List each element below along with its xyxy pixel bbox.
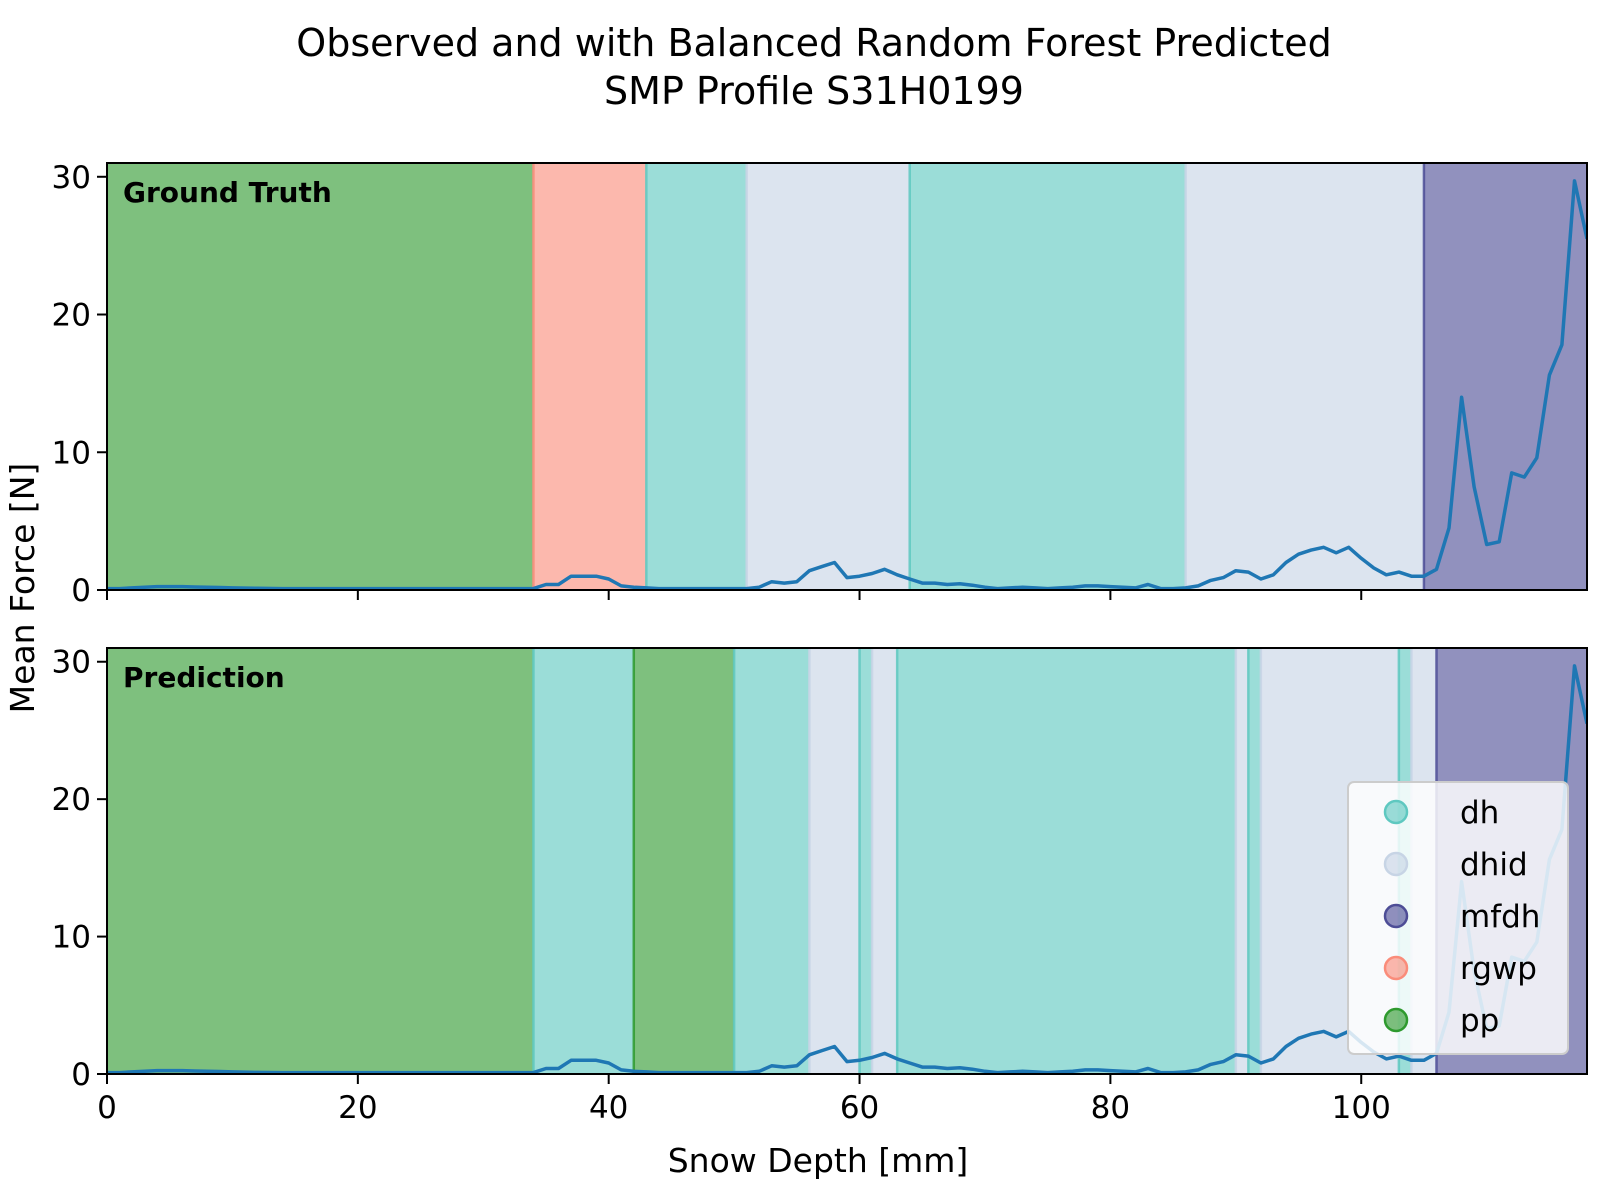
- segment-pp: [107, 648, 534, 1074]
- segment-dhid: [746, 163, 910, 590]
- segment-dh: [859, 648, 873, 1074]
- force-line: [107, 179, 1587, 590]
- segment-dh: [1248, 648, 1261, 1074]
- legend-frame: [1347, 781, 1569, 1055]
- segment-dhid: [1185, 163, 1424, 590]
- chart-title-line2: SMP Profile S31H0199: [604, 69, 1024, 113]
- segment-dh: [909, 163, 1186, 590]
- legend-marker-rgwp: [1383, 955, 1409, 981]
- legend-marker-dhid: [1383, 851, 1409, 877]
- x-tick-label: 60: [840, 1090, 879, 1126]
- x-axis-label: Snow Depth [mm]: [668, 1141, 969, 1180]
- y-axis-label: Mean Force [N]: [3, 463, 42, 714]
- x-tick-label: 20: [338, 1090, 377, 1126]
- legend-label-dh: dh: [1460, 795, 1499, 831]
- x-tick-label: 0: [97, 1090, 117, 1126]
- legend-label-mfdh: mfdh: [1460, 899, 1540, 935]
- legend-label-rgwp: rgwp: [1460, 951, 1537, 987]
- segment-dh: [646, 163, 747, 590]
- y-tick-label: 20: [52, 782, 91, 818]
- panel-frame: [106, 647, 1588, 1075]
- x-tick-label: 100: [1332, 1090, 1391, 1126]
- legend: dh dhid mfdh rgwp pp: [1347, 781, 1569, 1055]
- legend-marker-dh: [1383, 799, 1409, 825]
- segment-dhid: [1235, 648, 1249, 1074]
- legend-label-dhid: dhid: [1460, 847, 1528, 883]
- panel-label: Ground Truth: [123, 176, 332, 209]
- chart-title-line1: Observed and with Balanced Random Forest…: [296, 21, 1331, 65]
- y-tick-label: 0: [71, 573, 91, 609]
- y-tick-label: 20: [52, 298, 91, 334]
- segment-dh: [734, 648, 810, 1074]
- panel-label: Prediction: [123, 661, 285, 694]
- segment-pp: [633, 648, 735, 1074]
- segment-dh: [533, 648, 634, 1074]
- y-tick-label: 30: [52, 645, 91, 681]
- y-tick-label: 0: [71, 1057, 91, 1093]
- segment-dh: [897, 648, 1236, 1074]
- y-tick-label: 30: [52, 160, 91, 196]
- panel-frame: [106, 162, 1588, 591]
- panel-ground-truth: 0 10 20 30 Ground Truth: [52, 160, 1588, 609]
- y-tick-label: 10: [52, 920, 91, 956]
- panel-prediction: 0 10 20 30 0 20 40 60 80 100 Prediction: [52, 645, 1588, 1126]
- x-tick-label: 80: [1091, 1090, 1130, 1126]
- legend-marker-mfdh: [1383, 903, 1409, 929]
- segment-rgwp: [533, 163, 647, 590]
- segment-dhid: [872, 648, 898, 1074]
- y-tick-label: 10: [52, 435, 91, 471]
- segment-dhid: [809, 648, 860, 1074]
- chart-panels: 0 10 20 30 Ground Truth 0 10 20 30 0 20 40 60 80 100 Pr…: [52, 160, 1588, 1126]
- x-tick-label: 40: [589, 1090, 628, 1126]
- legend-marker-pp: [1383, 1007, 1409, 1033]
- legend-label-pp: pp: [1460, 1003, 1499, 1039]
- segment-pp: [107, 163, 534, 590]
